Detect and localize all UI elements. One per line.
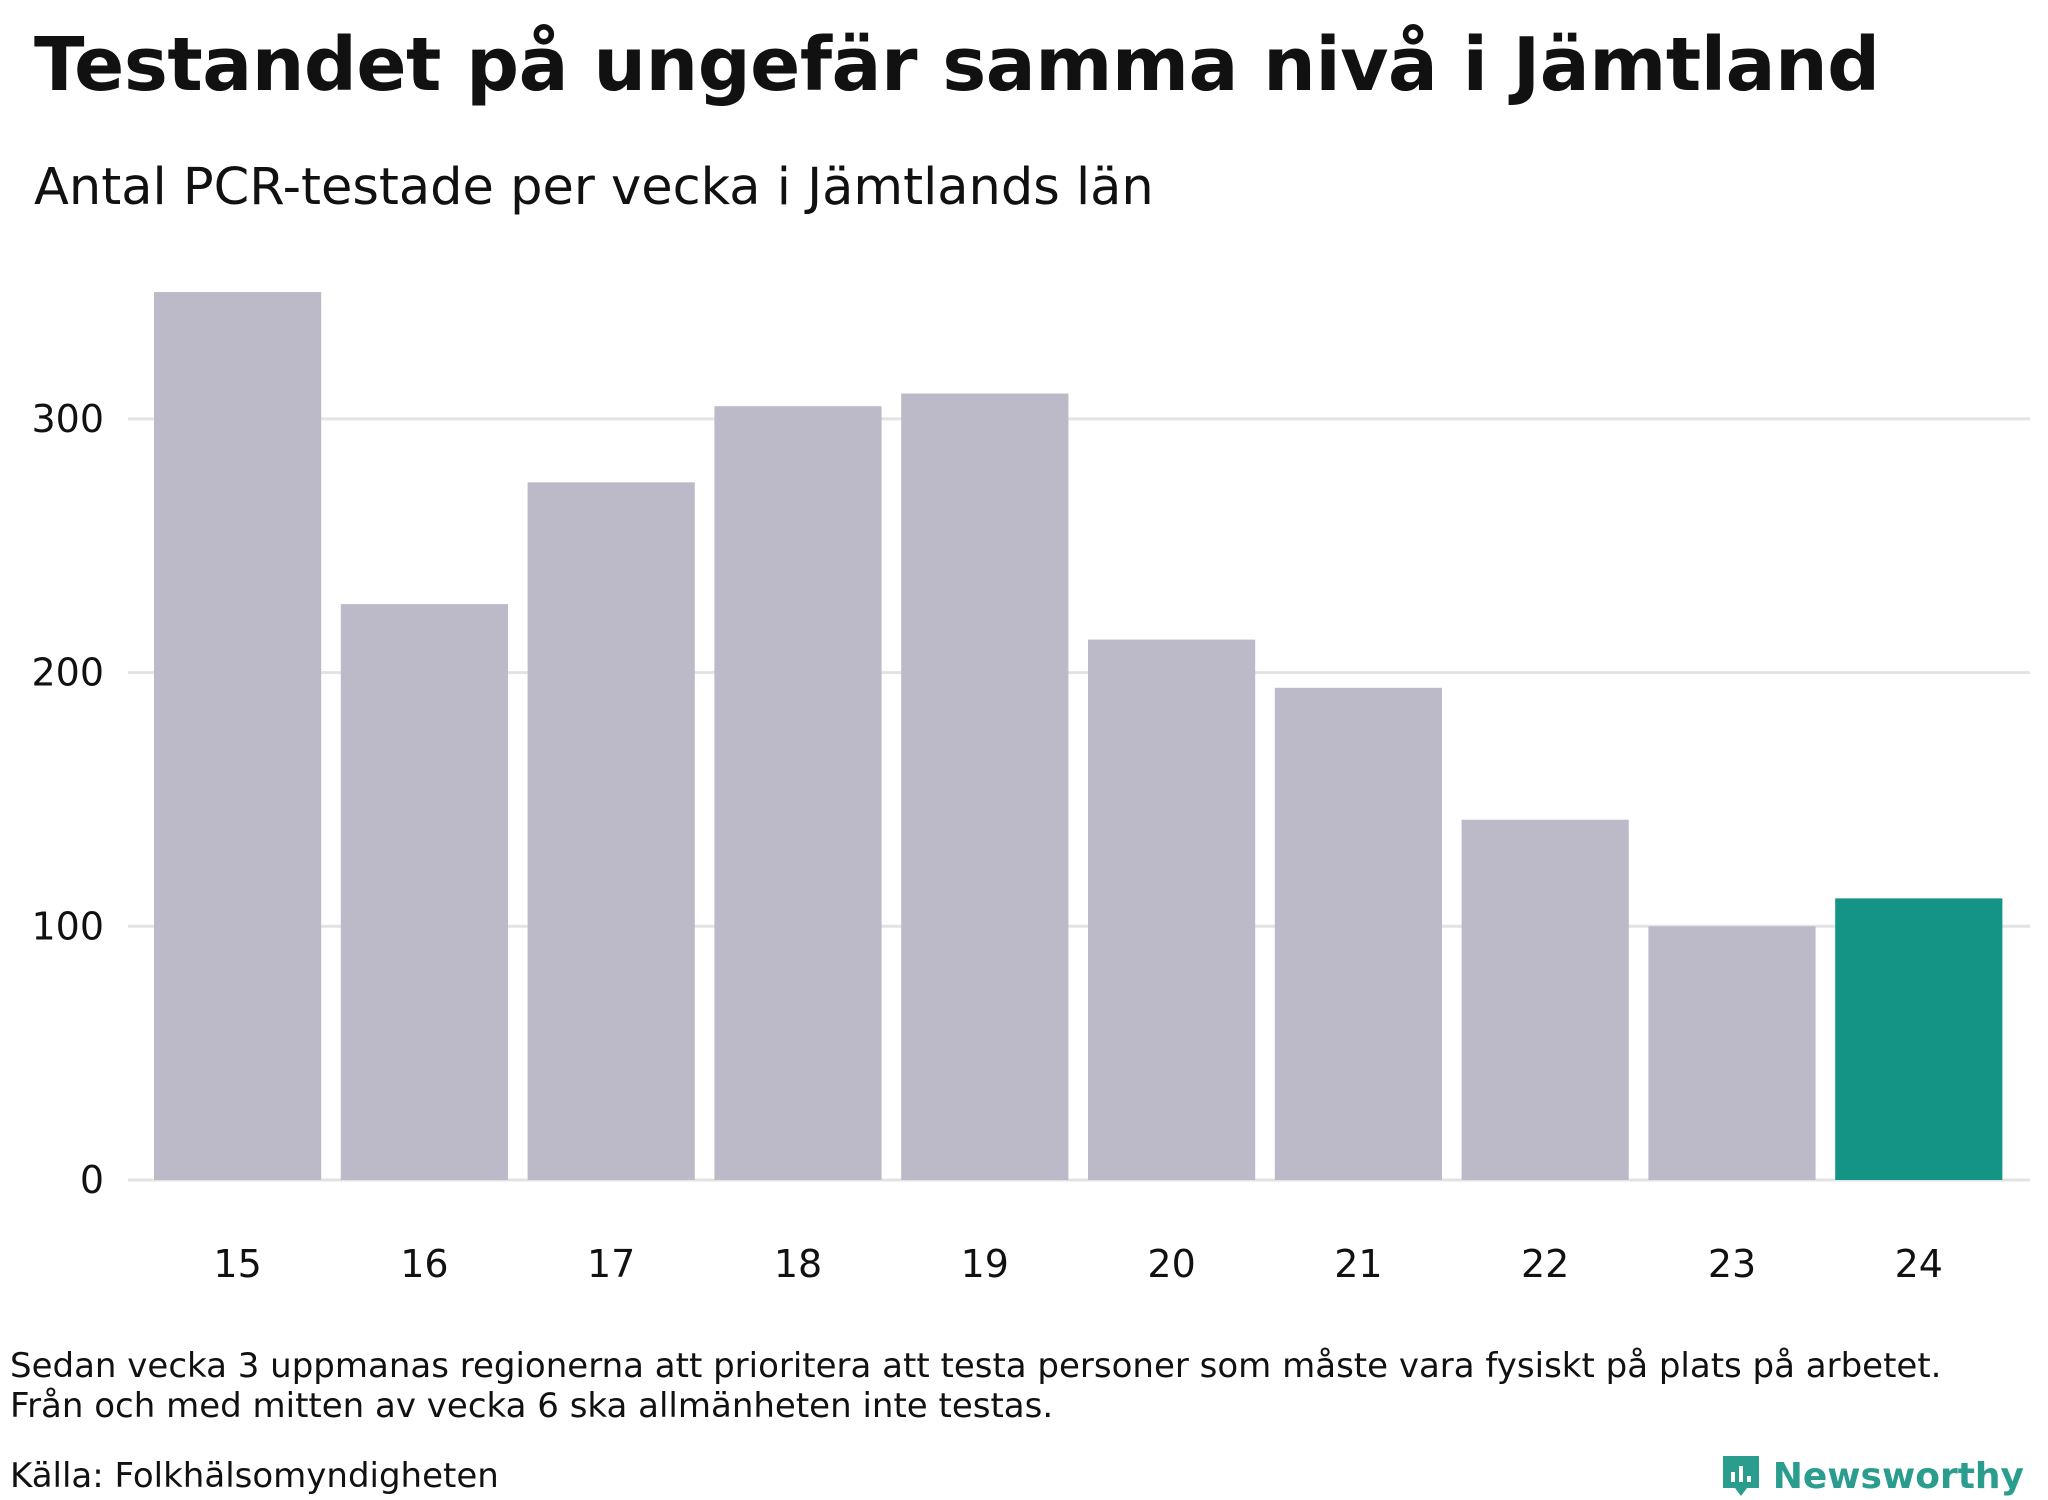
x-tick-label: 16	[400, 1242, 448, 1286]
y-tick-label: 200	[31, 651, 104, 695]
brand-logo: Newsworthy	[1719, 1452, 2024, 1500]
x-tick-label: 23	[1708, 1242, 1756, 1286]
bar-week-24	[1835, 898, 2003, 1180]
chart-subtitle: Antal PCR-testade per vecka i Jämtlands …	[34, 158, 1154, 217]
chart-title: Testandet på ungefär samma nivå i Jämtla…	[34, 22, 1880, 108]
x-tick-label: 15	[213, 1242, 261, 1286]
x-tick-label: 21	[1334, 1242, 1382, 1286]
bar-week-22	[1461, 819, 1629, 1180]
source-label: Källa: Folkhälsomyndigheten	[10, 1456, 499, 1496]
y-tick-label: 300	[31, 397, 104, 441]
bar-week-17	[527, 482, 695, 1180]
x-tick-label: 22	[1521, 1242, 1569, 1286]
newsworthy-logo-icon	[1722, 1456, 1759, 1496]
bar-week-18	[714, 406, 882, 1181]
note-line-2: Från och med mitten av vecka 6 ska allmä…	[10, 1386, 1054, 1426]
bar-week-15	[154, 292, 322, 1180]
x-tick-label: 20	[1147, 1242, 1195, 1286]
x-tick-label: 19	[961, 1242, 1009, 1286]
bar-week-21	[1274, 687, 1442, 1180]
chart-note: Sedan vecka 3 uppmanas regionerna att pr…	[10, 1346, 1941, 1426]
x-tick-label: 17	[587, 1242, 635, 1286]
bar-week-23	[1648, 926, 1816, 1180]
bar-week-19	[901, 393, 1069, 1180]
y-tick-label: 0	[80, 1158, 104, 1202]
x-tick-label: 24	[1895, 1242, 1943, 1286]
brand-name: Newsworthy	[1772, 1455, 2024, 1497]
bar-week-20	[1088, 639, 1256, 1180]
y-tick-label: 100	[31, 904, 104, 948]
bar-week-16	[340, 604, 508, 1180]
bar-chart: 0 100 200 300 15 16 17 18 19 20 21 22 23 24	[31, 292, 2030, 1286]
note-line-1: Sedan vecka 3 uppmanas regionerna att pr…	[10, 1346, 1942, 1386]
x-tick-label: 18	[774, 1242, 822, 1286]
